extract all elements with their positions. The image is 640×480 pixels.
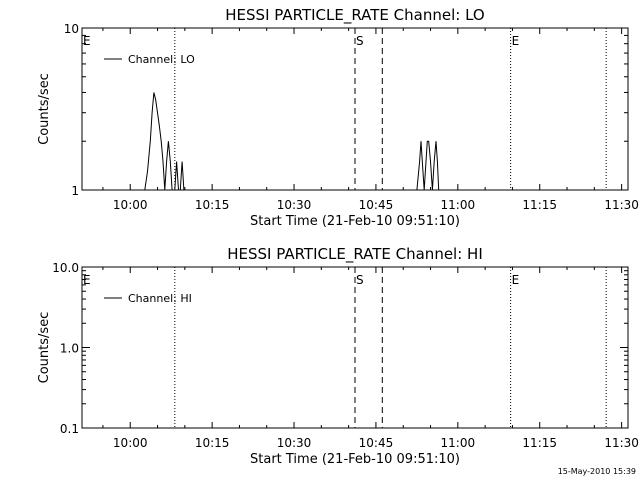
x-tick-label: 10:45 [359, 436, 394, 450]
y-tick-label: 0.1 [60, 422, 79, 436]
chart-title: HESSI PARTICLE_RATE Channel: HI [227, 245, 483, 264]
x-tick-label: 10:15 [195, 198, 230, 212]
x-tick-label: 11:00 [441, 198, 476, 212]
annotation-label: S [356, 273, 364, 287]
y-tick-label: 1.0 [60, 342, 79, 356]
x-tick-label: 11:30 [604, 198, 639, 212]
x-tick-label: 10:45 [359, 198, 394, 212]
y-tick-label: 10.0 [52, 261, 79, 275]
x-tick-label: 10:15 [195, 436, 230, 450]
y-tick-label: 1 [71, 184, 79, 198]
y-axis-label: Counts/sec [37, 73, 52, 145]
annotation-label: S [356, 34, 364, 48]
chart-title: HESSI PARTICLE_RATE Channel: LO [225, 6, 484, 25]
series-line [142, 92, 441, 191]
x-axis-label: Start Time (21-Feb-10 09:51:10) [250, 214, 460, 229]
annotation-label: E [83, 273, 91, 287]
y-axis-label: Counts/sec [37, 312, 52, 384]
legend-entry: Channel: HI [128, 292, 192, 305]
annotation-label: E [512, 34, 520, 48]
y-tick-label: 10 [64, 22, 79, 36]
x-axis-label: Start Time (21-Feb-10 09:51:10) [250, 452, 460, 467]
x-tick-label: 11:15 [522, 198, 557, 212]
x-tick-label: 10:00 [113, 436, 148, 450]
x-tick-label: 11:00 [441, 436, 476, 450]
x-tick-label: 10:30 [277, 198, 312, 212]
annotation-label: E [83, 34, 91, 48]
x-tick-label: 11:30 [604, 436, 639, 450]
x-tick-label: 10:00 [113, 198, 148, 212]
annotation-label: E [512, 273, 520, 287]
legend-entry: Channel: LO [128, 53, 195, 66]
plot-timestamp: 15-May-2010 15:39 [558, 467, 636, 476]
x-tick-label: 10:30 [277, 436, 312, 450]
x-tick-label: 11:15 [522, 436, 557, 450]
